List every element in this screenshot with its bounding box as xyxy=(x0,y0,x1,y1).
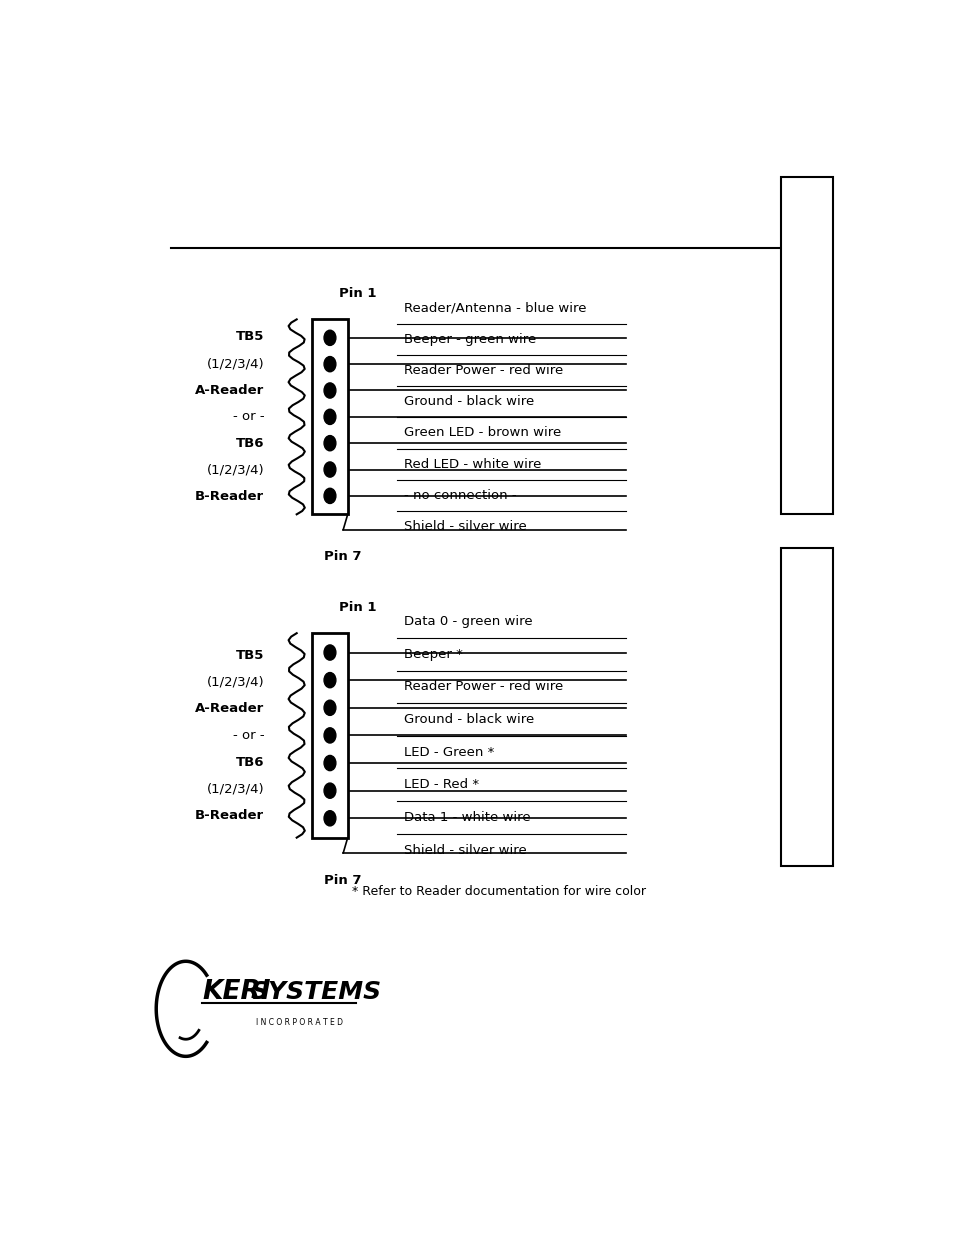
Text: - no connection -: - no connection - xyxy=(403,489,516,501)
Text: Data 1 - white wire: Data 1 - white wire xyxy=(403,811,530,824)
Text: Green LED - brown wire: Green LED - brown wire xyxy=(403,426,560,440)
Text: TB5: TB5 xyxy=(235,650,264,662)
Text: Reader/Antenna - blue wire: Reader/Antenna - blue wire xyxy=(403,301,586,315)
Circle shape xyxy=(324,383,335,398)
Text: KERI: KERI xyxy=(202,978,271,1005)
Circle shape xyxy=(324,462,335,477)
Circle shape xyxy=(324,645,335,661)
Text: (1/2/3/4): (1/2/3/4) xyxy=(206,357,264,370)
Bar xyxy=(781,177,832,514)
Text: Reader Power - red wire: Reader Power - red wire xyxy=(403,364,562,377)
Circle shape xyxy=(324,700,335,715)
Text: B-Reader: B-Reader xyxy=(194,490,264,503)
Text: Ground - black wire: Ground - black wire xyxy=(403,395,534,409)
Circle shape xyxy=(324,783,335,798)
Text: Pin 7: Pin 7 xyxy=(324,874,361,887)
Circle shape xyxy=(324,357,335,372)
Text: Red LED - white wire: Red LED - white wire xyxy=(403,458,540,471)
Text: I N C O R P O R A T E D: I N C O R P O R A T E D xyxy=(255,1018,343,1026)
Text: - or -: - or - xyxy=(233,729,264,742)
Text: TB6: TB6 xyxy=(235,756,264,768)
Text: SYSTEMS: SYSTEMS xyxy=(251,979,381,1004)
Circle shape xyxy=(324,756,335,771)
Text: (1/2/3/4): (1/2/3/4) xyxy=(206,676,264,689)
Text: B-Reader: B-Reader xyxy=(194,809,264,821)
Text: Pin 1: Pin 1 xyxy=(338,288,375,300)
Text: A-Reader: A-Reader xyxy=(194,384,264,396)
Text: * Refer to Reader documentation for wire color: * Refer to Reader documentation for wire… xyxy=(352,885,645,898)
Text: Ground - black wire: Ground - black wire xyxy=(403,713,534,726)
Text: Data 0 - green wire: Data 0 - green wire xyxy=(403,615,532,629)
Circle shape xyxy=(324,810,335,826)
Text: A-Reader: A-Reader xyxy=(194,703,264,715)
Text: (1/2/3/4): (1/2/3/4) xyxy=(206,463,264,477)
Text: Shield - silver wire: Shield - silver wire xyxy=(403,520,526,534)
Bar xyxy=(312,320,347,514)
Text: TB6: TB6 xyxy=(235,437,264,450)
Circle shape xyxy=(324,488,335,504)
Text: Beeper *: Beeper * xyxy=(403,648,462,661)
Circle shape xyxy=(324,330,335,346)
Circle shape xyxy=(324,727,335,743)
Text: - or -: - or - xyxy=(233,410,264,424)
Text: (1/2/3/4): (1/2/3/4) xyxy=(206,782,264,795)
Circle shape xyxy=(324,409,335,425)
Text: Shield - silver wire: Shield - silver wire xyxy=(403,844,526,857)
Text: Reader Power - red wire: Reader Power - red wire xyxy=(403,680,562,694)
Text: LED - Red *: LED - Red * xyxy=(403,778,478,792)
Bar xyxy=(312,634,347,837)
Text: TB5: TB5 xyxy=(235,331,264,343)
Text: LED - Green *: LED - Green * xyxy=(403,746,494,758)
Circle shape xyxy=(324,436,335,451)
Circle shape xyxy=(324,673,335,688)
Text: Pin 1: Pin 1 xyxy=(338,601,375,614)
Text: Beeper - green wire: Beeper - green wire xyxy=(403,332,536,346)
Bar xyxy=(781,547,832,866)
Text: Pin 7: Pin 7 xyxy=(324,551,361,563)
